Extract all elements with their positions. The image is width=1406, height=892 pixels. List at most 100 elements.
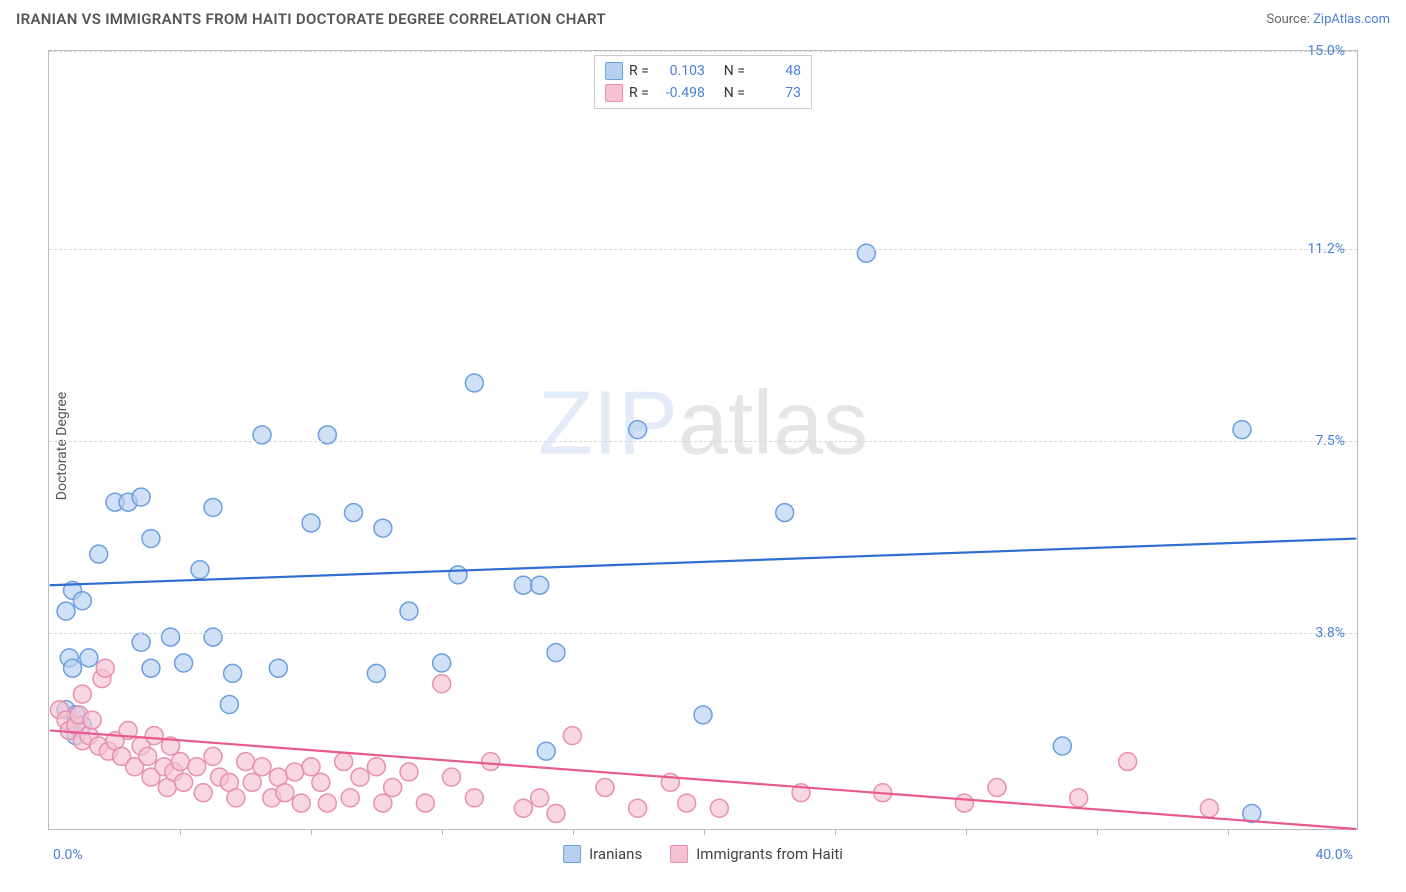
scatter-point <box>351 768 369 786</box>
r-value-1: 0.103 <box>655 60 705 82</box>
scatter-point <box>1233 421 1251 439</box>
source-prefix: Source: <box>1266 12 1313 27</box>
scatter-point <box>857 244 875 262</box>
scatter-point <box>132 488 150 506</box>
scatter-point <box>374 519 392 537</box>
scatter-point <box>171 753 189 771</box>
scatter-point <box>237 753 255 771</box>
chart-header: IRANIAN VS IMMIGRANTS FROM HAITI DOCTORA… <box>0 0 1406 32</box>
x-axis-start-label: 0.0% <box>53 847 83 863</box>
scatter-point <box>276 784 294 802</box>
scatter-point <box>188 758 206 776</box>
scatter-point <box>433 675 451 693</box>
scatter-point <box>374 794 392 812</box>
scatter-point <box>678 794 696 812</box>
scatter-point <box>312 773 330 791</box>
scatter-point <box>433 654 451 672</box>
legend-item-1: Iranians <box>563 845 642 863</box>
swatch-series-1 <box>605 62 623 80</box>
grid-line <box>49 249 1357 250</box>
scatter-point <box>142 659 160 677</box>
scatter-point <box>96 659 114 677</box>
scatter-point <box>344 504 362 522</box>
scatter-point <box>563 727 581 745</box>
scatter-point <box>367 758 385 776</box>
y-tick-label: 7.5% <box>1315 433 1345 449</box>
scatter-point <box>83 711 101 729</box>
scatter-point <box>194 784 212 802</box>
scatter-point <box>710 799 728 817</box>
scatter-point <box>64 659 82 677</box>
scatter-point <box>514 576 532 594</box>
scatter-point <box>191 561 209 579</box>
scatter-point <box>286 763 304 781</box>
scatter-point <box>318 794 336 812</box>
scatter-point <box>292 794 310 812</box>
grid-line <box>49 441 1357 442</box>
scatter-point <box>302 758 320 776</box>
scatter-point <box>531 576 549 594</box>
series-legend: Iranians Immigrants from Haiti <box>563 845 843 863</box>
scatter-point <box>1053 737 1071 755</box>
scatter-point <box>955 794 973 812</box>
grid-line <box>49 51 1357 52</box>
scatter-point <box>269 659 287 677</box>
scatter-point <box>73 592 91 610</box>
scatter-point <box>400 602 418 620</box>
scatter-point <box>465 374 483 392</box>
scatter-point <box>224 664 242 682</box>
scatter-point <box>1200 799 1218 817</box>
swatch-series-2 <box>605 84 623 102</box>
source-attribution: Source: ZipAtlas.com <box>1266 12 1390 27</box>
scatter-point <box>416 794 434 812</box>
swatch-series-1-icon <box>563 845 581 863</box>
scatter-point <box>243 773 261 791</box>
n-label: N = <box>724 82 745 104</box>
r-label: R = <box>629 82 649 104</box>
legend-row-1: R = 0.103 N = 48 <box>605 60 801 82</box>
scatter-point <box>175 773 193 791</box>
scatter-point <box>384 779 402 797</box>
scatter-point <box>694 706 712 724</box>
scatter-point <box>57 602 75 620</box>
scatter-point <box>547 644 565 662</box>
y-tick-label: 11.2% <box>1307 241 1345 257</box>
chart-title: IRANIAN VS IMMIGRANTS FROM HAITI DOCTORA… <box>16 10 606 28</box>
scatter-point <box>1119 753 1137 771</box>
x-tick <box>704 829 705 835</box>
scatter-point <box>302 514 320 532</box>
r-value-2: -0.498 <box>655 82 705 104</box>
y-tick-label: 15.0% <box>1307 43 1345 59</box>
x-axis-end-label: 40.0% <box>1315 847 1353 863</box>
scatter-point <box>341 789 359 807</box>
scatter-point <box>227 789 245 807</box>
scatter-point <box>531 789 549 807</box>
scatter-point <box>547 804 565 822</box>
scatter-point <box>80 649 98 667</box>
n-value-2: 73 <box>751 82 801 104</box>
y-tick-label: 3.8% <box>1315 625 1345 641</box>
x-tick <box>1228 829 1229 835</box>
scatter-point <box>449 566 467 584</box>
scatter-point <box>1070 789 1088 807</box>
legend-label-1: Iranians <box>589 845 642 863</box>
x-tick <box>573 829 574 835</box>
scatter-point <box>132 633 150 651</box>
scatter-point <box>139 747 157 765</box>
scatter-point <box>596 779 614 797</box>
r-label: R = <box>629 60 649 82</box>
x-tick <box>180 829 181 835</box>
scatter-point <box>145 727 163 745</box>
x-tick <box>442 829 443 835</box>
scatter-point <box>442 768 460 786</box>
source-link[interactable]: ZipAtlas.com <box>1313 12 1390 27</box>
scatter-point <box>629 799 647 817</box>
x-tick <box>966 829 967 835</box>
x-tick <box>1097 829 1098 835</box>
legend-label-2: Immigrants from Haiti <box>696 845 843 863</box>
scatter-point <box>253 758 271 776</box>
legend-item-2: Immigrants from Haiti <box>670 845 843 863</box>
scatter-point <box>90 545 108 563</box>
scatter-point <box>537 742 555 760</box>
n-value-1: 48 <box>751 60 801 82</box>
